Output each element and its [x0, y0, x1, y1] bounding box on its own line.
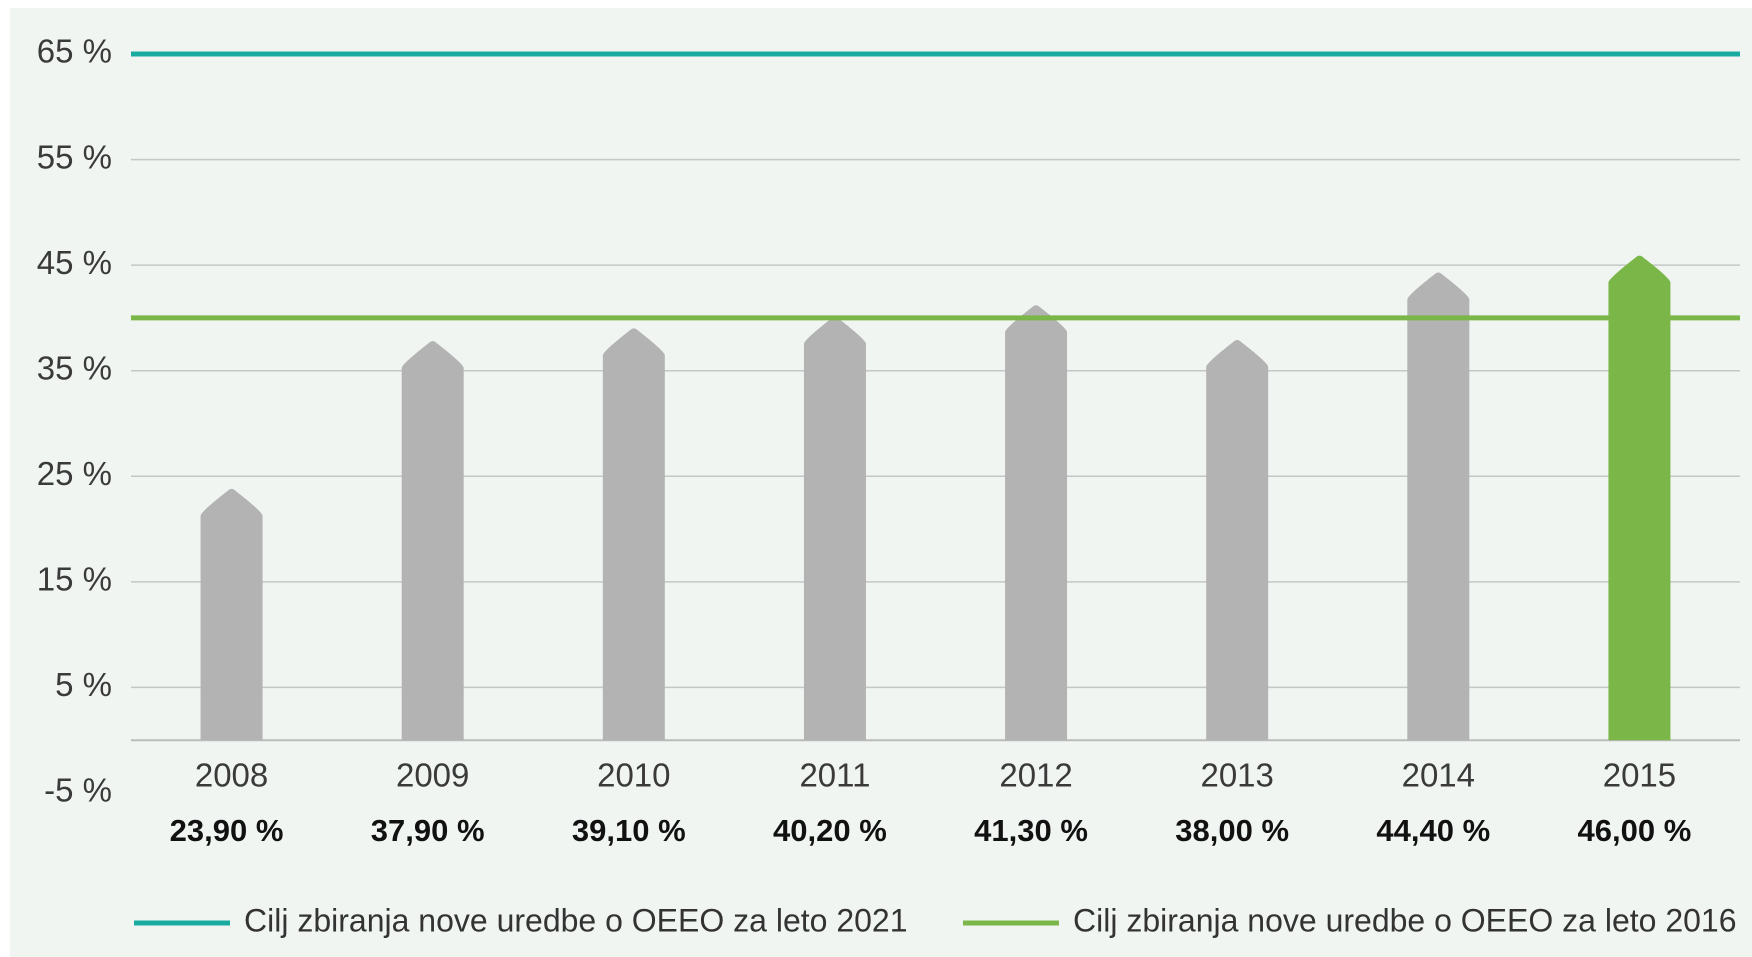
bar [1206, 340, 1269, 741]
y-tick-label: 35 % [37, 349, 112, 386]
bar [602, 328, 665, 741]
value-label: 44,40 % [1376, 813, 1490, 848]
x-tick-label: 2015 [1603, 757, 1676, 794]
x-tick-label: 2012 [999, 757, 1072, 794]
y-tick-label: 5 % [55, 666, 112, 703]
bar [1608, 255, 1671, 741]
value-label: 23,90 % [170, 813, 284, 848]
y-tick-label: 55 % [37, 138, 112, 175]
value-label: 41,30 % [974, 813, 1088, 848]
legend-label: Cilj zbiranja nove uredbe o OEEO za leto… [1073, 902, 1737, 938]
value-label: 39,10 % [572, 813, 686, 848]
bar [803, 316, 866, 741]
legend-label: Cilj zbiranja nove uredbe o OEEO za leto… [244, 902, 908, 938]
y-tick-label: 15 % [37, 561, 112, 598]
bar [1005, 305, 1068, 741]
y-tick-label: 25 % [37, 455, 112, 492]
x-tick-label: 2010 [597, 757, 670, 794]
x-tick-label: 2009 [396, 757, 469, 794]
value-label: 46,00 % [1578, 813, 1692, 848]
y-tick-label: -5 % [44, 772, 112, 809]
x-tick-label: 2013 [1200, 757, 1273, 794]
x-tick-label: 2011 [799, 757, 870, 794]
value-label: 38,00 % [1175, 813, 1289, 848]
y-tick-label: 45 % [37, 244, 112, 281]
bar [200, 488, 263, 741]
x-tick-label: 2014 [1402, 757, 1475, 794]
y-tick-label: 65 % [37, 33, 112, 70]
x-tick-label: 2008 [195, 757, 268, 794]
bar [1407, 272, 1470, 741]
bar [401, 341, 464, 741]
value-label: 37,90 % [371, 813, 485, 848]
value-label: 40,20 % [773, 813, 887, 848]
